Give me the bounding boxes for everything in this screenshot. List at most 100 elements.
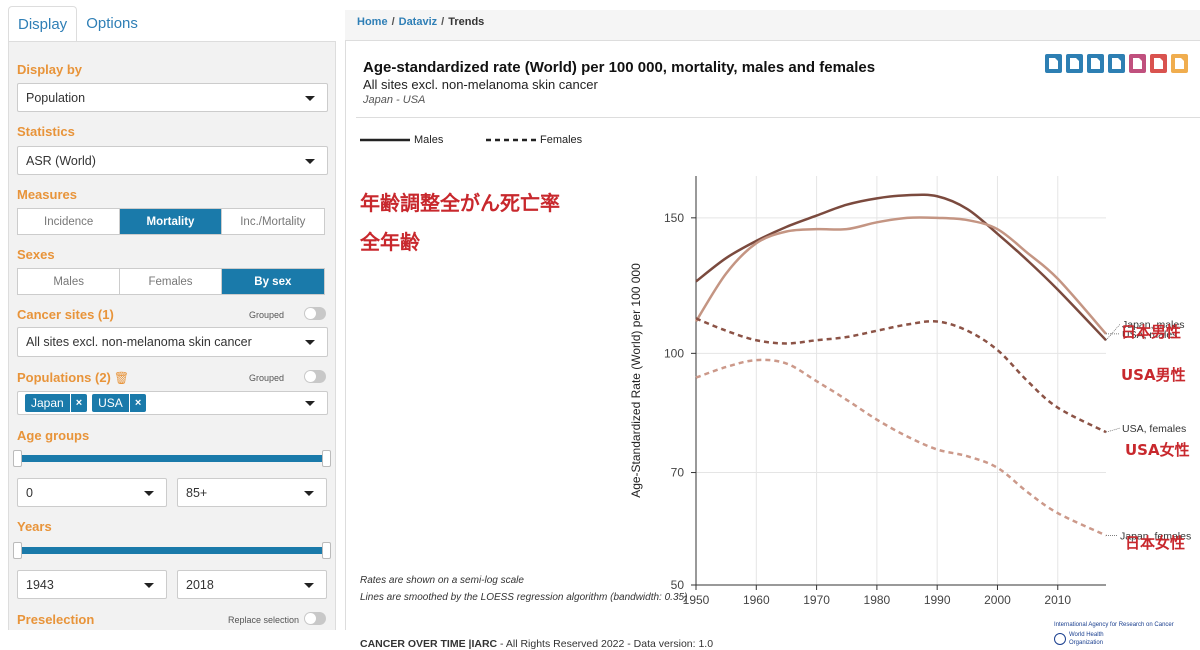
overlay-subtitle-jp: 全年齢 [360,230,420,254]
statistics-label: Statistics [17,124,75,139]
png-export-icon[interactable] [1045,54,1062,73]
breadcrumb-trends: Trends [448,16,485,28]
csv-export-icon[interactable] [1129,54,1146,73]
age-slider-min-handle[interactable] [13,450,22,467]
trash-icon[interactable]: 🗑 [113,371,130,385]
breadcrumb-dataviz[interactable]: Dataviz [398,16,438,28]
measure-incidence-button[interactable]: Incidence [18,209,121,234]
link-icon[interactable] [1171,54,1188,73]
settings-panel: Display Options Display by Population St… [0,0,340,630]
chevron-down-icon [305,340,315,345]
chevron-down-icon [305,401,315,406]
annotation-usa-male-jp: USA男性 [1121,366,1186,384]
excel-export-icon[interactable] [1150,54,1167,73]
tab-display[interactable]: Display [8,6,78,42]
sexes-label: Sexes [17,247,55,262]
solid-line-swatch [360,138,410,142]
pdf-export-icon[interactable] [1066,54,1083,73]
age-slider-max-handle[interactable] [322,450,331,467]
display-by-value: Population [26,90,86,105]
remove-chip-icon[interactable]: × [128,394,146,412]
populations-label-text: Populations (2) [17,370,111,385]
sex-males-button[interactable]: Males [18,269,121,294]
series-end-leader [1105,427,1121,433]
chart-card: Age-standardized rate (World) per 100 00… [345,40,1200,650]
footer-text: - All Rights Reserved 2022 - Data versio… [497,638,714,650]
panel-tabs: Display Options [8,6,147,42]
replace-selection-toggle[interactable] [304,612,326,625]
header-divider [356,117,1200,118]
y-tick-label: 100 [664,346,684,360]
populations-grouped-label: Grouped [249,373,285,383]
sex-females-button[interactable]: Females [120,269,222,294]
populations-multiselect[interactable]: Japan × USA × [17,391,328,415]
sex-by-sex-button[interactable]: By sex [221,269,324,294]
display-by-select[interactable]: Population [17,83,328,112]
measure-inc-mortality-button[interactable]: Inc./Mortality [240,215,306,228]
html5-export-icon[interactable] [1108,54,1125,73]
legend-males[interactable]: Males [360,134,443,146]
years-slider-min-handle[interactable] [13,542,22,559]
who-label: World Health Organization [1069,632,1104,646]
cancer-sites-grouped-toggle[interactable] [304,307,326,320]
series-end-label: Japan, females [1120,530,1191,542]
populations-label: Populations (2) 🗑 [17,370,129,385]
cancer-sites-value: All sites excl. non-melanoma skin cancer [26,335,252,349]
chevron-down-icon [144,582,154,588]
cancer-sites-label: Cancer sites (1) [17,307,114,322]
overlay-title-jp: 年齢調整全がん死亡率 [360,191,560,215]
years-range-slider[interactable] [17,547,327,554]
footer-brand: CANCER OVER TIME |IARC [360,638,498,650]
breadcrumb-separator: / [441,16,445,28]
replace-selection-label: Replace selection [228,615,300,625]
display-by-label: Display by [17,62,83,77]
series-end-label: USA, females [1122,423,1186,435]
measures-toggle-group: Incidence Mortality Inc./Mortality [17,208,325,235]
tab-options[interactable]: Options [86,15,138,32]
series-line-japan-females [695,358,1107,537]
sexes-toggle-group: Males Females By sex [17,268,325,295]
cancer-sites-grouped-label: Grouped [249,310,285,320]
chart-subtitle: All sites excl. non-melanoma skin cancer [363,77,598,92]
annotation-japan-female-jp: 日本女性 [1125,534,1186,552]
age-from-select[interactable]: 0 [17,478,167,507]
population-chip-usa: USA × [92,394,147,412]
years-label: Years [17,519,52,534]
populations-grouped-toggle[interactable] [304,370,326,383]
annotation-usa-female-jp: USA女性 [1125,441,1190,459]
chip-label: USA [98,396,123,410]
legend-females-label: Females [540,134,583,146]
years-from-select[interactable]: 1943 [17,570,167,599]
svg-export-icon[interactable] [1087,54,1104,73]
annotation-japan-male-jp: 日本男性 [1121,323,1182,341]
statistics-select[interactable]: ASR (World) [17,146,328,175]
tab-divider [8,41,336,42]
x-tick-label: 1950 [683,593,710,607]
age-range-slider[interactable] [17,455,327,462]
chevron-down-icon [304,582,314,588]
legend-females[interactable]: Females [486,134,582,146]
iarc-label: International Agency for Research on Can… [1054,622,1174,628]
measure-mortality-button[interactable]: Mortality [120,209,222,234]
remove-chip-icon[interactable]: × [69,394,87,412]
years-from-value: 1943 [26,577,54,592]
y-axis-label: Age-Standardized Rate (World) per 100 00… [629,263,643,498]
cancer-sites-select[interactable]: All sites excl. non-melanoma skin cancer [17,327,328,357]
y-tick-label: 70 [671,466,685,480]
years-to-select[interactable]: 2018 [177,570,327,599]
footer: CANCER OVER TIME |IARC - All Rights Rese… [360,638,713,650]
breadcrumb-home[interactable]: Home [357,16,388,28]
age-to-select[interactable]: 85+ [177,478,327,507]
trend-chart: 50 70 100 150 1950 1960 1970 1980 1990 2000 2010 Ag… [629,176,1191,607]
series-line-usa-females [695,317,1107,434]
years-slider-max-handle[interactable] [322,542,331,559]
x-tick-label: 2010 [1044,593,1071,607]
chevron-down-icon [305,158,315,164]
x-tick-label: 1980 [864,593,891,607]
chip-label: Japan [31,396,64,410]
series-end-label: USA, males [1122,329,1177,341]
age-from-value: 0 [26,485,33,500]
chevron-down-icon [305,95,315,101]
y-tick-label: 150 [664,211,684,225]
y-tick-label: 50 [671,578,685,592]
